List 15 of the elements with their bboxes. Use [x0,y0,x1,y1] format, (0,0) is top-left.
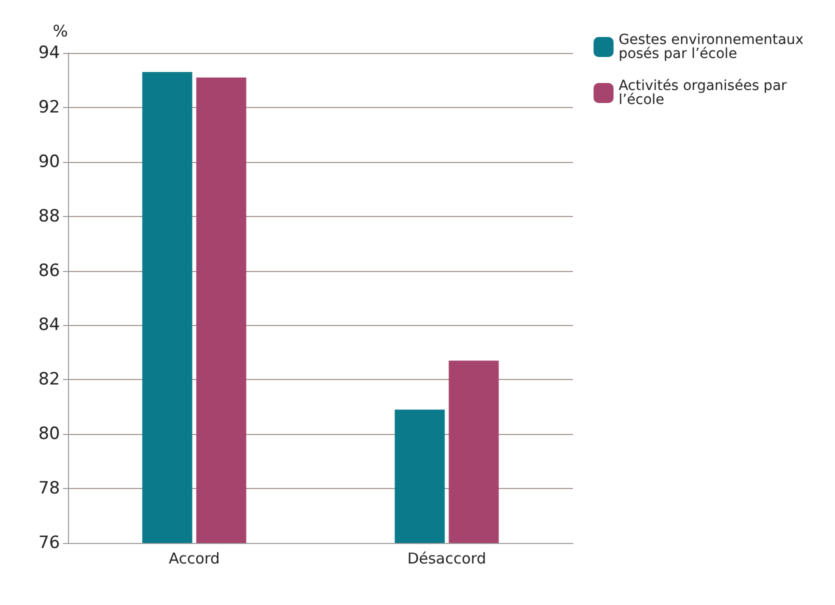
x-tick-label: Accord [168,550,220,568]
y-tick-label: 86 [38,260,60,281]
y-tick-label: 88 [38,206,60,226]
y-tick-label: 94 [38,43,60,63]
y-tick-label: 80 [38,424,60,444]
y-tick-label: 90 [38,152,60,172]
legend-label: Gestes environnementaux posés par l’école [618,32,808,62]
y-tick-label: 92 [38,97,60,118]
y-tick-label: 84 [38,315,60,336]
y-tick-label: 76 [38,533,60,553]
y-tick-label: 78 [38,478,60,499]
y-axis-title: % [52,22,68,40]
x-tick-label: Désaccord [407,550,486,568]
legend-label: Activités organisées par l’école [618,78,792,108]
y-tick-label: 82 [38,370,60,390]
